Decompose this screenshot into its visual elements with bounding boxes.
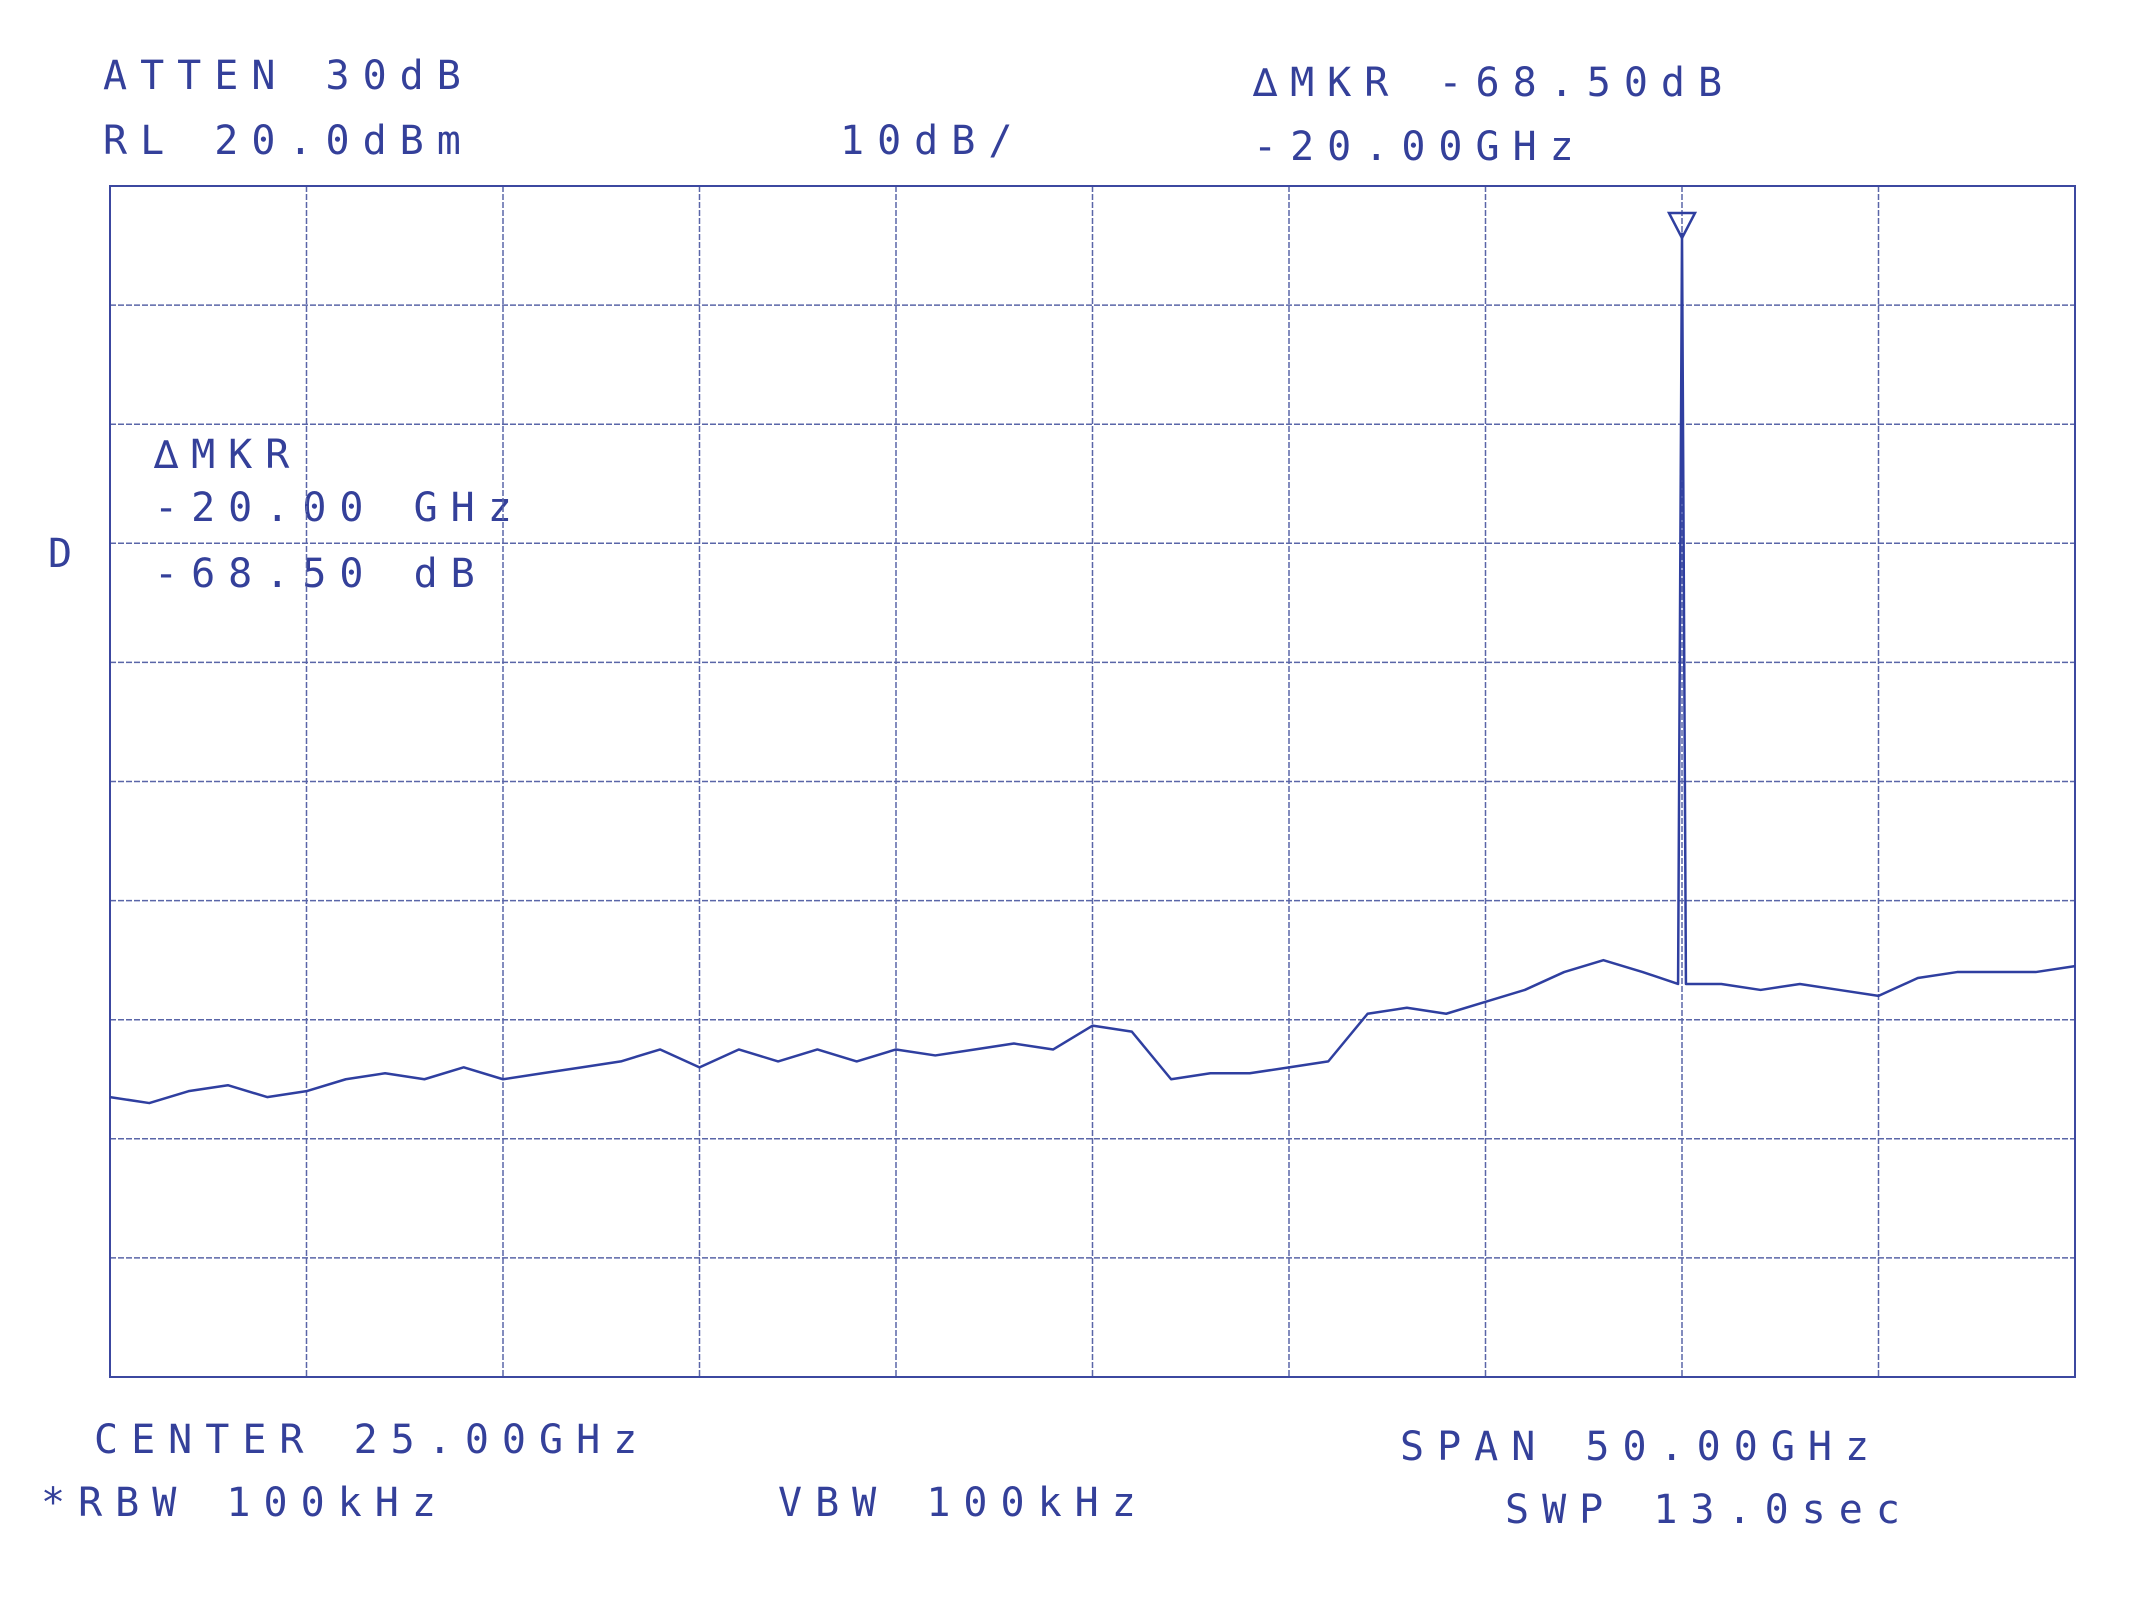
annotation: D — [48, 531, 85, 577]
annotation: CENTER 25.00GHz — [94, 1417, 650, 1463]
annotation: -20.00GHz — [1253, 124, 1587, 170]
annotation: *RBW 100kHz — [41, 1480, 449, 1526]
annotation: -20.00 GHz — [154, 485, 525, 531]
plot-border — [109, 185, 2076, 1378]
annotation: ATTEN 30dB — [103, 53, 474, 99]
annotation: 10dB/ — [840, 118, 1025, 164]
annotation: SWP 13.0sec — [1505, 1487, 1913, 1533]
trace — [109, 232, 2076, 1105]
annotation: -68.50 dB — [154, 551, 488, 597]
annotation: RL 20.0dBm — [103, 118, 474, 164]
annotation: ∆MKR -68.50dB — [1252, 60, 1735, 106]
annotation: VBW 100kHz — [778, 1480, 1149, 1526]
annotation: SPAN 50.00GHz — [1400, 1424, 1882, 1470]
annotation: ∆MKR — [153, 432, 302, 478]
marker — [1666, 211, 1698, 241]
